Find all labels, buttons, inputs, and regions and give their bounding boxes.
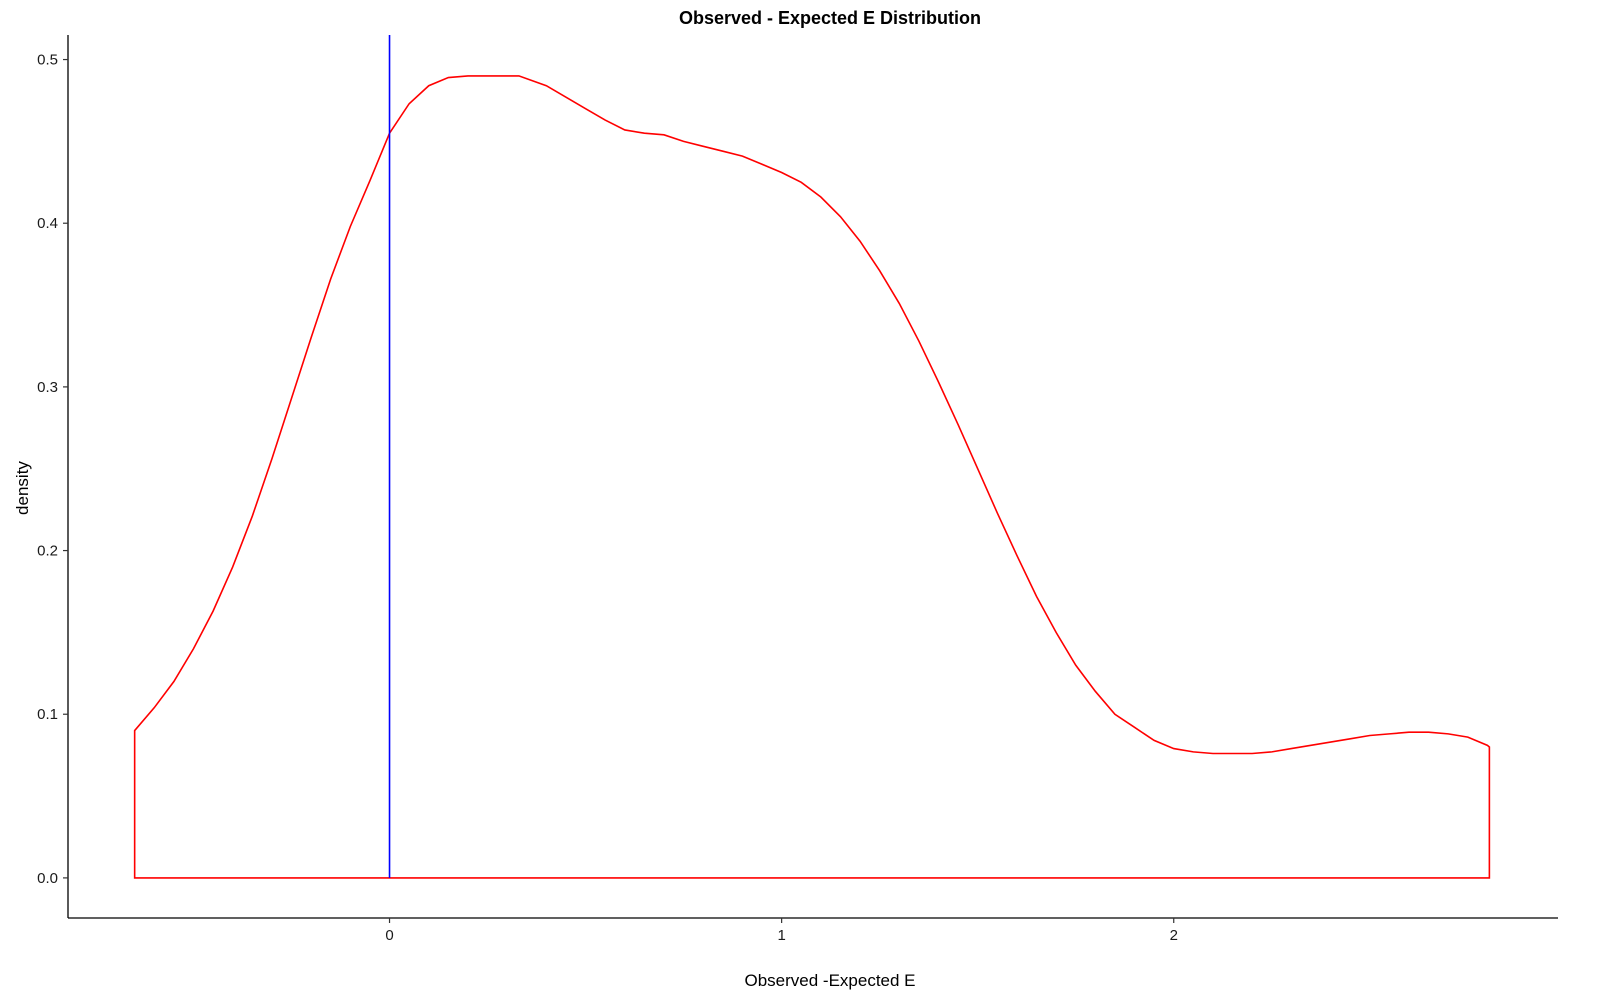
x-axis-label: Observed -Expected E [744,971,915,990]
y-tick-label: 0.3 [37,379,58,396]
density-curve [133,75,1491,879]
chart-title: Observed - Expected E Distribution [679,8,981,28]
y-axis-label: density [13,461,32,515]
axes: 0 1 2 0.0 0.1 0.2 0.3 0.4 0.5 [37,35,1558,944]
y-tick-label: 0.4 [37,215,58,232]
x-axis-ticks: 0 1 2 [385,918,1178,944]
x-tick-label: 1 [777,927,785,944]
plot-area [133,35,1491,879]
y-axis-ticks: 0.0 0.1 0.2 0.3 0.4 0.5 [37,52,68,887]
x-tick-label: 0 [385,927,393,944]
y-tick-label: 0.5 [37,52,58,69]
y-tick-label: 0.1 [37,706,58,723]
x-tick-label: 2 [1170,927,1178,944]
y-tick-label: 0.2 [37,543,58,560]
y-tick-label: 0.0 [37,870,58,887]
